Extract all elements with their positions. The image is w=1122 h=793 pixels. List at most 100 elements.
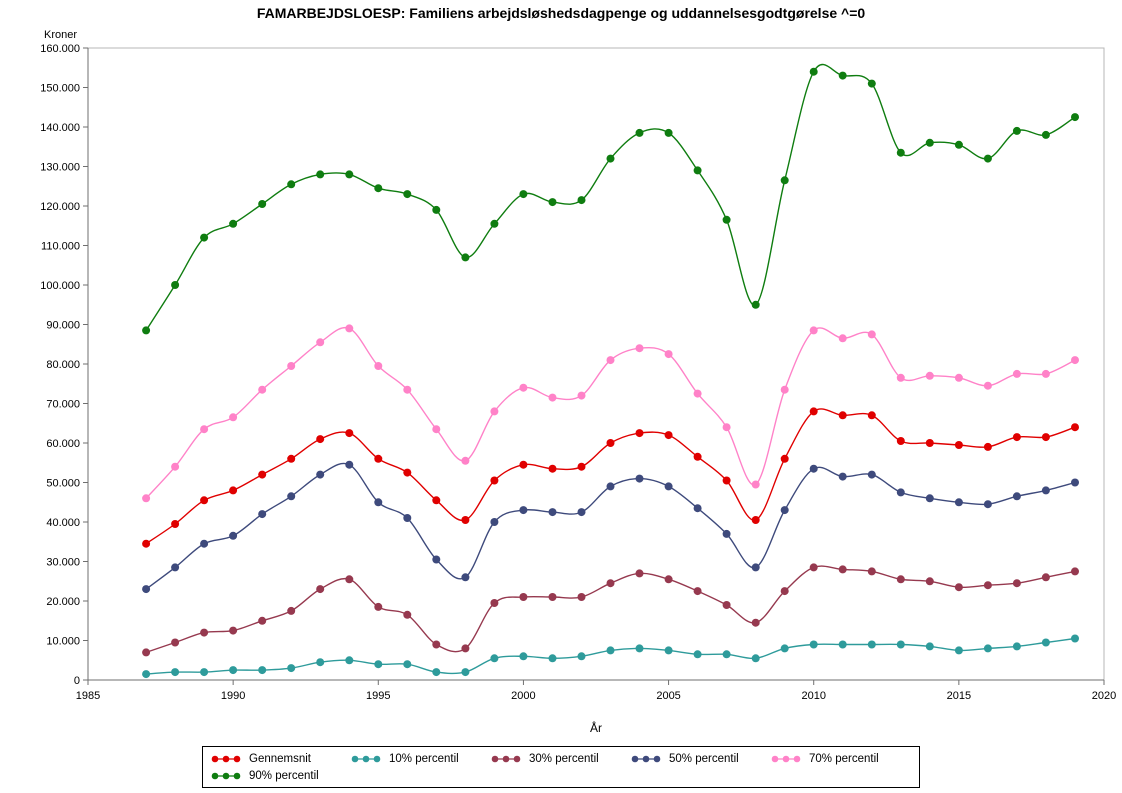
data-point xyxy=(809,407,818,416)
data-point xyxy=(1071,356,1079,365)
data-point xyxy=(954,646,963,655)
x-tick-label: 1995 xyxy=(366,690,390,702)
y-tick-label: 20.000 xyxy=(46,596,80,608)
legend-item-label: 50% percentil xyxy=(669,752,739,765)
data-point xyxy=(142,326,151,335)
data-point xyxy=(316,338,325,347)
data-point xyxy=(142,539,151,548)
data-point xyxy=(809,464,818,473)
data-point xyxy=(751,480,760,489)
data-point xyxy=(954,583,963,592)
y-tick-label: 0 xyxy=(74,675,80,687)
chart-title: FAMARBEJDSLOESP: Familiens arbejdsløshed… xyxy=(256,5,866,21)
series-line-10-percentil xyxy=(146,637,1076,675)
data-point xyxy=(229,486,238,495)
y-tick-label: 40.000 xyxy=(46,517,80,529)
x-tick-label: 1985 xyxy=(76,690,100,702)
data-point xyxy=(809,326,818,335)
data-point xyxy=(925,642,934,651)
data-point xyxy=(345,460,354,469)
data-point xyxy=(867,640,876,649)
data-point xyxy=(229,626,238,635)
data-point xyxy=(1071,634,1079,643)
data-point xyxy=(171,281,180,289)
data-point xyxy=(200,628,209,637)
data-point xyxy=(287,492,296,501)
data-point xyxy=(200,539,209,548)
data-point xyxy=(519,593,528,601)
series-50-percentil xyxy=(142,460,1079,594)
data-point xyxy=(838,640,847,649)
data-point xyxy=(664,128,673,137)
legend-marker-icon xyxy=(211,755,241,762)
data-point xyxy=(1012,369,1021,378)
data-point xyxy=(664,431,673,440)
data-point xyxy=(635,429,644,438)
x-tick-label: 1990 xyxy=(221,690,245,702)
data-point xyxy=(258,385,267,394)
series-90-percentil xyxy=(142,64,1079,335)
data-point xyxy=(577,652,586,661)
data-point xyxy=(693,166,702,175)
data-point xyxy=(693,452,702,461)
data-point xyxy=(722,601,731,609)
data-point xyxy=(1041,486,1050,495)
data-point xyxy=(751,563,760,572)
data-point xyxy=(258,616,267,625)
data-point xyxy=(983,381,992,390)
data-point xyxy=(896,437,905,445)
data-point xyxy=(490,599,499,607)
data-point xyxy=(200,668,209,677)
data-point xyxy=(171,520,180,528)
data-point xyxy=(577,462,586,471)
data-point xyxy=(258,470,267,479)
data-point xyxy=(519,190,528,199)
data-point xyxy=(925,138,934,147)
data-point xyxy=(345,429,354,438)
data-point xyxy=(722,423,731,432)
data-point xyxy=(142,648,151,657)
data-point xyxy=(432,555,441,564)
data-point xyxy=(896,575,905,584)
legend-marker-icon xyxy=(771,755,801,762)
data-point xyxy=(838,334,847,343)
data-point xyxy=(925,494,934,503)
data-point xyxy=(896,148,905,157)
data-point xyxy=(664,646,673,655)
y-tick-label: 70.000 xyxy=(46,399,80,411)
x-tick-label: 2020 xyxy=(1092,690,1116,702)
data-point xyxy=(1012,433,1021,442)
data-point xyxy=(1041,369,1050,378)
data-point xyxy=(490,476,499,485)
data-point xyxy=(983,500,992,509)
data-point xyxy=(548,198,557,207)
data-point xyxy=(345,575,354,584)
y-tick-label: 140.000 xyxy=(40,122,80,134)
data-point xyxy=(722,476,731,485)
series-gennemsnit xyxy=(142,407,1079,548)
data-point xyxy=(287,454,296,463)
data-point xyxy=(171,563,180,572)
y-tick-label: 120.000 xyxy=(40,201,80,213)
data-point xyxy=(635,128,644,137)
data-point xyxy=(258,200,267,208)
data-point xyxy=(519,652,528,661)
data-point xyxy=(751,516,760,524)
y-tick-label: 50.000 xyxy=(46,478,80,490)
data-point xyxy=(548,593,557,601)
data-point xyxy=(577,508,586,517)
data-point xyxy=(461,253,470,262)
data-point xyxy=(577,593,586,601)
y-tick-label: 10.000 xyxy=(46,636,80,648)
data-point xyxy=(896,488,905,497)
data-point xyxy=(664,575,673,584)
data-point xyxy=(722,650,731,659)
data-point xyxy=(780,454,789,463)
data-point xyxy=(838,71,847,80)
y-axis-ticks: 0 10.000 20.000 30.000 40.000 50.000 60.000 70.… xyxy=(40,43,88,687)
data-point xyxy=(316,170,325,179)
data-point xyxy=(664,482,673,491)
data-point xyxy=(432,640,441,649)
data-point xyxy=(867,79,876,88)
data-point xyxy=(635,569,644,578)
